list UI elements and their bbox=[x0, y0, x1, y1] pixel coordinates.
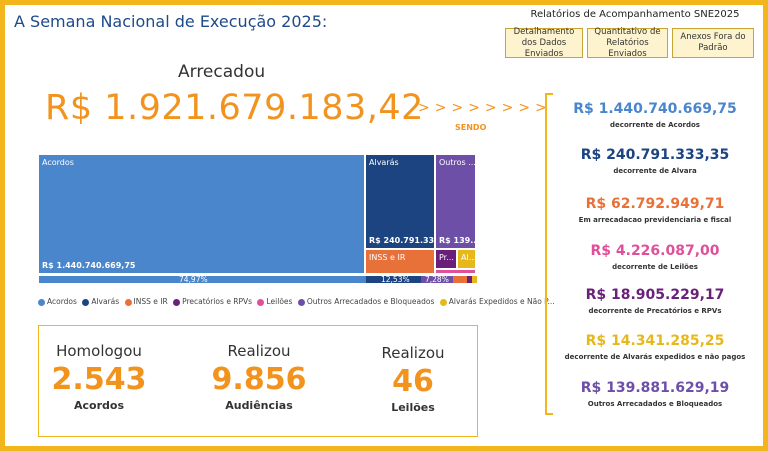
legend-label: Alvarás bbox=[91, 297, 120, 306]
breakdown-desc: decorrente de Alvarás expedidos e não pa… bbox=[564, 353, 746, 361]
pct-bar-precatorios bbox=[467, 276, 472, 283]
legend-item-leiloes[interactable]: Leilões bbox=[257, 297, 292, 306]
legend-item-alvaras-exp[interactable]: Alvarás Expedidos e Não P... bbox=[439, 297, 555, 306]
legend-label: Precatórios e RPVs bbox=[182, 297, 253, 306]
legend-item-inss[interactable]: INSS e IR bbox=[124, 297, 168, 306]
kpi-value: 46 bbox=[392, 364, 434, 399]
treemap-cell-inss[interactable]: INSS e IR bbox=[366, 250, 436, 275]
breakdown-bracket bbox=[545, 93, 553, 415]
breakdown-desc: decorrente de Precatórios e RPVs bbox=[588, 307, 722, 315]
legend-dot bbox=[38, 298, 45, 306]
legend-dot bbox=[257, 298, 265, 306]
pct-bar-acordos bbox=[39, 276, 366, 283]
pct-bar-inss bbox=[453, 276, 467, 283]
breakdown-desc: decorrente de Leilões bbox=[612, 263, 698, 271]
kpi-audiencias: Realizou 9.856 Audiências bbox=[199, 342, 319, 412]
breakdown-acordos: R$ 1.440.740.669,75 decorrente de Acordo… bbox=[555, 101, 755, 129]
kpi-value: 2.543 bbox=[51, 362, 147, 397]
breakdown-desc: Em arrecadacao previdenciaria e fiscal bbox=[578, 216, 732, 224]
pct-bar-alvaras-exp bbox=[472, 276, 477, 283]
detalhamento-button[interactable]: Detalhamento dos Dados Enviados bbox=[505, 27, 583, 59]
kpi-value: 9.856 bbox=[211, 362, 307, 397]
legend-item-alvaras[interactable]: Alvarás bbox=[82, 297, 119, 306]
breakdown-value: R$ 240.791.333,35 bbox=[580, 147, 730, 163]
kpi-acordos: Homologou 2.543 Acordos bbox=[39, 342, 159, 412]
acordos-label: Acordos bbox=[42, 158, 74, 167]
breakdown-outros: R$ 139.881.629,19 Outros Arrecadados e B… bbox=[555, 380, 755, 408]
legend-label: Outros Arrecadados e Bloqueados bbox=[306, 297, 435, 306]
legend-item-outros[interactable]: Outros Arrecadados e Bloqueados bbox=[297, 297, 435, 306]
kpi-top-label: Homologou bbox=[56, 342, 142, 360]
outros-pct: 7,28% bbox=[425, 275, 449, 284]
alvaras-exp-label: Al... bbox=[461, 253, 477, 262]
breakdown-desc: Outros Arrecadados e Bloqueados bbox=[587, 400, 723, 408]
breakdown-value: R$ 139.881.629,19 bbox=[580, 380, 730, 396]
breakdown-value: R$ 18.905.229,17 bbox=[585, 287, 725, 303]
treemap-chart: Acordos R$ 1.440.740.669,75 Alvarás R$ 2… bbox=[39, 155, 477, 285]
alvaras-value: R$ 240.791.333,... bbox=[369, 236, 435, 245]
breakdown-alvaras-exp: R$ 14.341.285,25 decorrente de Alvarás e… bbox=[555, 333, 755, 361]
arrows-indicator: >>>>>>>> bbox=[418, 100, 552, 116]
breakdown-desc: decorrente de Alvara bbox=[613, 167, 697, 175]
pct-bar-outros bbox=[421, 276, 453, 283]
legend-dot bbox=[82, 298, 90, 306]
breakdown-value: R$ 4.226.087,00 bbox=[590, 243, 720, 259]
anexos-button[interactable]: Anexos Fora do Padrão bbox=[672, 28, 754, 58]
kpi-box: Homologou 2.543 Acordos Realizou 9.856 A… bbox=[38, 325, 478, 437]
legend-item-acordos[interactable]: Acordos bbox=[38, 297, 77, 306]
kpi-bottom-label: Leilões bbox=[391, 401, 435, 414]
legend-label: INSS e IR bbox=[133, 297, 168, 306]
outros-label: Outros ... bbox=[439, 158, 476, 167]
treemap-cell-precatorios[interactable]: Pr... bbox=[436, 250, 458, 270]
outros-value: R$ 139.... bbox=[439, 236, 477, 245]
legend-dot bbox=[297, 298, 305, 306]
kpi-leiloes: Realizou 46 Leilões bbox=[353, 344, 473, 414]
legend-label: Leilões bbox=[266, 297, 293, 306]
quantitativo-button[interactable]: Quantitativo de Relatórios Enviados bbox=[587, 27, 668, 59]
breakdown-value: R$ 1.440.740.669,75 bbox=[573, 101, 737, 117]
legend-dot bbox=[124, 298, 132, 306]
legend-label: Alvarás Expedidos e Não P... bbox=[448, 297, 555, 306]
kpi-top-label: Realizou bbox=[227, 342, 291, 360]
treemap-cell-outros[interactable]: Outros ... R$ 139.... bbox=[436, 155, 477, 250]
breakdown-precatorios: R$ 18.905.229,17 decorrente de Precatóri… bbox=[555, 287, 755, 315]
pct-bar-alvaras bbox=[366, 276, 421, 283]
legend-item-precatorios[interactable]: Precatórios e RPVs bbox=[173, 297, 252, 306]
alvaras-label: Alvarás bbox=[369, 158, 399, 167]
inss-label: INSS e IR bbox=[369, 253, 406, 262]
legend-dot bbox=[439, 298, 447, 306]
kpi-bottom-label: Acordos bbox=[74, 399, 124, 412]
treemap-cell-alvaras[interactable]: Alvarás R$ 240.791.333,... bbox=[366, 155, 436, 250]
legend-dot bbox=[173, 298, 181, 306]
kpi-top-label: Realizou bbox=[381, 344, 445, 362]
legend-label: Acordos bbox=[47, 297, 77, 306]
breakdown-value: R$ 14.341.285,25 bbox=[585, 333, 725, 349]
breakdown-inss: R$ 62.792.949,71 Em arrecadacao previden… bbox=[555, 196, 755, 224]
breakdown-desc: decorrente de Acordos bbox=[610, 121, 700, 129]
total-value: R$ 1.921.679.183,42 bbox=[45, 88, 424, 128]
breakdown-alvaras: R$ 240.791.333,35 decorrente de Alvara bbox=[555, 147, 755, 175]
arrecadou-label: Arrecadou bbox=[178, 62, 266, 82]
treemap-cell-acordos[interactable]: Acordos R$ 1.440.740.669,75 bbox=[39, 155, 366, 275]
reports-title: Relatórios de Acompanhamento SNE2025 bbox=[530, 9, 740, 20]
acordos-pct: 74,97% bbox=[179, 275, 208, 284]
breakdown-leiloes: R$ 4.226.087,00 decorrente de Leilões bbox=[555, 243, 755, 271]
acordos-value: R$ 1.440.740.669,75 bbox=[42, 261, 136, 270]
kpi-bottom-label: Audiências bbox=[225, 399, 293, 412]
treemap-legend: Acordos Alvarás INSS e IR Precatórios e … bbox=[38, 297, 558, 306]
treemap-cell-leiloes[interactable] bbox=[436, 270, 477, 275]
precatorios-label: Pr... bbox=[439, 253, 454, 262]
alvaras-pct: 12,53% bbox=[381, 275, 410, 284]
breakdown-value: R$ 62.792.949,71 bbox=[585, 196, 725, 212]
sendo-label: SENDO bbox=[455, 123, 487, 132]
page-title: A Semana Nacional de Execução 2025: bbox=[14, 12, 328, 31]
treemap-cell-alvaras-exp[interactable]: Al... bbox=[458, 250, 477, 270]
